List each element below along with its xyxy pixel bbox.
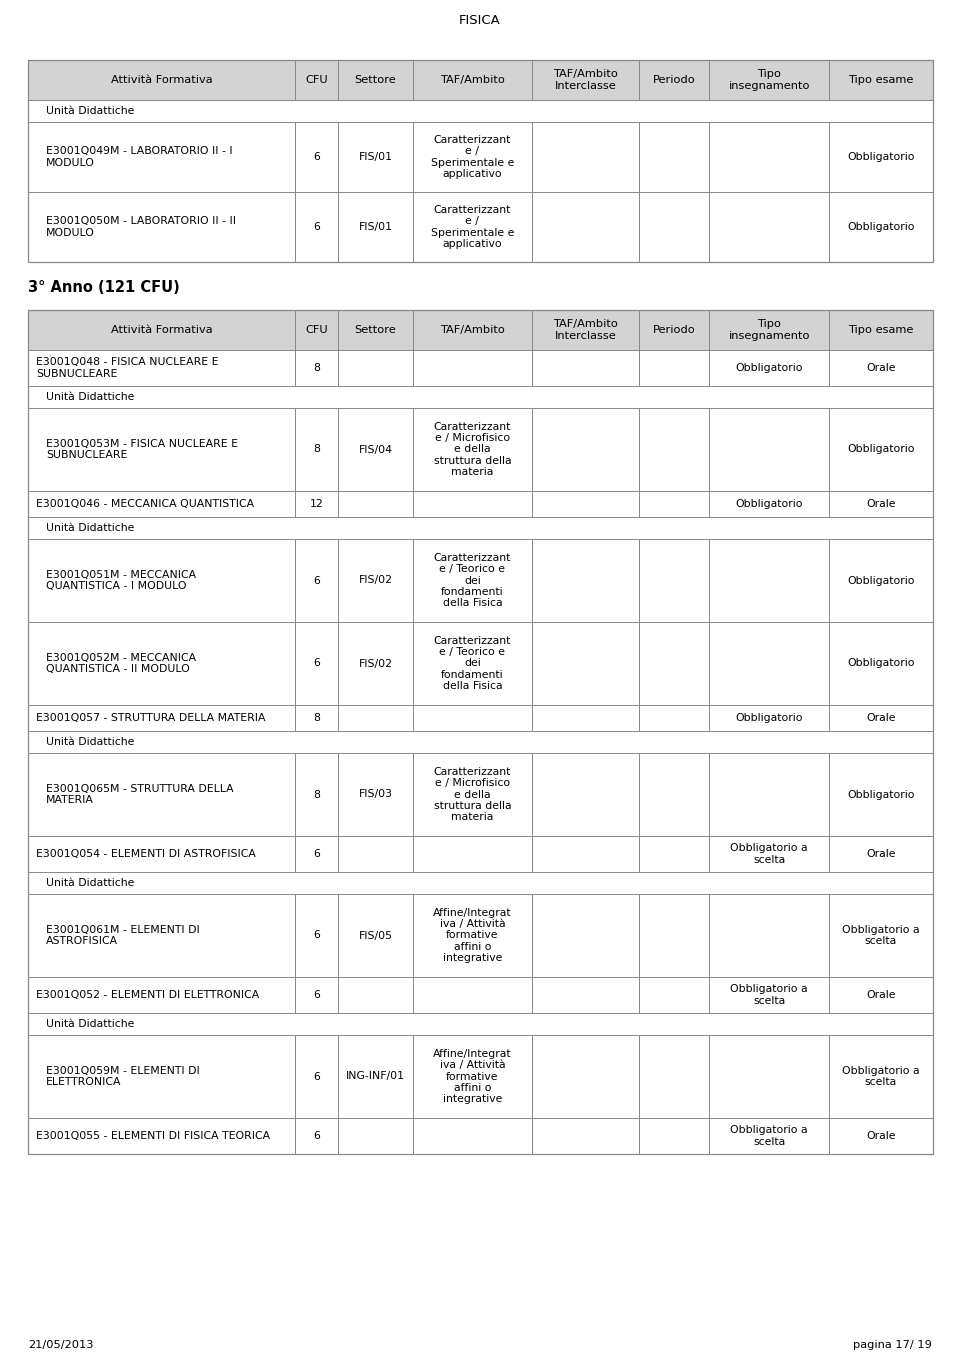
Text: E3001Q052M - MECCANICA
QUANTISTICA - II MODULO: E3001Q052M - MECCANICA QUANTISTICA - II … — [46, 653, 196, 674]
Text: Obbligatorio a
scelta: Obbligatorio a scelta — [731, 985, 808, 1005]
Text: E3001Q048 - FISICA NUCLEARE E
SUBNUCLEARE: E3001Q048 - FISICA NUCLEARE E SUBNUCLEAR… — [36, 357, 219, 379]
Text: Caratterizzant
e /
Sperimentale e
applicativo: Caratterizzant e / Sperimentale e applic… — [431, 205, 514, 248]
Text: E3001Q053M - FISICA NUCLEARE E
SUBNUCLEARE: E3001Q053M - FISICA NUCLEARE E SUBNUCLEA… — [46, 439, 238, 460]
Text: E3001Q051M - MECCANICA
QUANTISTICA - I MODULO: E3001Q051M - MECCANICA QUANTISTICA - I M… — [46, 570, 196, 591]
Text: E3001Q055 - ELEMENTI DI FISICA TEORICA: E3001Q055 - ELEMENTI DI FISICA TEORICA — [36, 1131, 270, 1142]
Text: FISICA: FISICA — [459, 14, 501, 27]
Bar — [28, 60, 933, 262]
Text: Orale: Orale — [866, 848, 896, 859]
Text: Obbligatorio: Obbligatorio — [848, 576, 915, 585]
Text: E3001Q054 - ELEMENTI DI ASTROFISICA: E3001Q054 - ELEMENTI DI ASTROFISICA — [36, 848, 256, 859]
Text: TAF/Ambito
Interclasse: TAF/Ambito Interclasse — [553, 70, 618, 91]
Text: FIS/05: FIS/05 — [358, 930, 393, 941]
Text: 6: 6 — [313, 151, 320, 162]
Text: Caratterizzant
e / Teorico e
dei
fondamenti
della Fisica: Caratterizzant e / Teorico e dei fondame… — [434, 636, 511, 692]
Text: Tipo
insegnamento: Tipo insegnamento — [729, 319, 810, 341]
Text: Orale: Orale — [866, 1131, 896, 1142]
Text: TAF/Ambito
Interclasse: TAF/Ambito Interclasse — [553, 319, 618, 341]
Text: 21/05/2013: 21/05/2013 — [28, 1339, 93, 1350]
Text: Attività Formativa: Attività Formativa — [110, 325, 212, 336]
Text: Settore: Settore — [354, 325, 396, 336]
Text: E3001Q061M - ELEMENTI DI
ASTROFISICA: E3001Q061M - ELEMENTI DI ASTROFISICA — [46, 925, 200, 947]
Text: ING-INF/01: ING-INF/01 — [346, 1072, 405, 1082]
Text: Settore: Settore — [354, 75, 396, 85]
Text: E3001Q065M - STRUTTURA DELLA
MATERIA: E3001Q065M - STRUTTURA DELLA MATERIA — [46, 784, 233, 805]
Text: Unità Didattiche: Unità Didattiche — [46, 737, 134, 747]
Text: E3001Q057 - STRUTTURA DELLA MATERIA: E3001Q057 - STRUTTURA DELLA MATERIA — [36, 713, 266, 723]
Text: Obbligatorio: Obbligatorio — [848, 659, 915, 668]
Text: Obbligatorio a
scelta: Obbligatorio a scelta — [842, 925, 920, 947]
Text: Unità Didattiche: Unità Didattiche — [46, 106, 134, 116]
Text: Unità Didattiche: Unità Didattiche — [46, 522, 134, 533]
Text: 6: 6 — [313, 930, 320, 941]
Text: 6: 6 — [313, 848, 320, 859]
Text: Obbligatorio: Obbligatorio — [848, 790, 915, 799]
Text: 6: 6 — [313, 1131, 320, 1142]
Text: Obbligatorio a
scelta: Obbligatorio a scelta — [731, 1125, 808, 1147]
Text: Tipo
insegnamento: Tipo insegnamento — [729, 70, 810, 91]
Text: Orale: Orale — [866, 713, 896, 723]
Text: FIS/02: FIS/02 — [358, 659, 393, 668]
Text: Unità Didattiche: Unità Didattiche — [46, 878, 134, 888]
Bar — [28, 310, 933, 351]
Text: Obbligatorio: Obbligatorio — [735, 499, 803, 509]
Text: Caratterizzant
e / Teorico e
dei
fondamenti
della Fisica: Caratterizzant e / Teorico e dei fondame… — [434, 552, 511, 608]
Text: Orale: Orale — [866, 990, 896, 1000]
Text: 8: 8 — [313, 790, 320, 799]
Text: FIS/04: FIS/04 — [358, 445, 393, 454]
Text: Orale: Orale — [866, 499, 896, 509]
Text: TAF/Ambito: TAF/Ambito — [440, 325, 505, 336]
Text: Affine/Integrat
iva / Attività
formative
affini o
integrative: Affine/Integrat iva / Attività formative… — [433, 908, 512, 963]
Text: FIS/03: FIS/03 — [358, 790, 393, 799]
Text: 6: 6 — [313, 990, 320, 1000]
Text: 8: 8 — [313, 363, 320, 372]
Text: TAF/Ambito: TAF/Ambito — [440, 75, 505, 85]
Text: 3° Anno (121 CFU): 3° Anno (121 CFU) — [28, 280, 180, 295]
Text: Attività Formativa: Attività Formativa — [110, 75, 212, 85]
Text: Periodo: Periodo — [653, 75, 696, 85]
Text: Unità Didattiche: Unità Didattiche — [46, 1019, 134, 1028]
Text: CFU: CFU — [305, 75, 328, 85]
Text: pagina 17/ 19: pagina 17/ 19 — [853, 1339, 932, 1350]
Text: E3001Q046 - MECCANICA QUANTISTICA: E3001Q046 - MECCANICA QUANTISTICA — [36, 499, 254, 509]
Text: Caratterizzant
e /
Sperimentale e
applicativo: Caratterizzant e / Sperimentale e applic… — [431, 135, 514, 179]
Text: Caratterizzant
e / Microfisico
e della
struttura della
materia: Caratterizzant e / Microfisico e della s… — [434, 767, 511, 822]
Text: Tipo esame: Tipo esame — [849, 325, 914, 336]
Text: Tipo esame: Tipo esame — [849, 75, 914, 85]
Text: 6: 6 — [313, 659, 320, 668]
Bar — [28, 60, 933, 100]
Text: Affine/Integrat
iva / Attività
formative
affini o
integrative: Affine/Integrat iva / Attività formative… — [433, 1049, 512, 1103]
Text: Caratterizzant
e / Microfisico
e della
struttura della
materia: Caratterizzant e / Microfisico e della s… — [434, 421, 511, 477]
Text: Obbligatorio: Obbligatorio — [848, 151, 915, 162]
Text: E3001Q052 - ELEMENTI DI ELETTRONICA: E3001Q052 - ELEMENTI DI ELETTRONICA — [36, 990, 259, 1000]
Text: FIS/02: FIS/02 — [358, 576, 393, 585]
Bar — [28, 310, 933, 1154]
Text: Orale: Orale — [866, 363, 896, 372]
Text: E3001Q049M - LABORATORIO II - I
MODULO: E3001Q049M - LABORATORIO II - I MODULO — [46, 146, 232, 168]
Text: Unità Didattiche: Unità Didattiche — [46, 391, 134, 402]
Text: Periodo: Periodo — [653, 325, 696, 336]
Text: 12: 12 — [310, 499, 324, 509]
Text: E3001Q059M - ELEMENTI DI
ELETTRONICA: E3001Q059M - ELEMENTI DI ELETTRONICA — [46, 1065, 200, 1087]
Text: Obbligatorio: Obbligatorio — [735, 363, 803, 372]
Text: Obbligatorio a
scelta: Obbligatorio a scelta — [842, 1065, 920, 1087]
Text: Obbligatorio: Obbligatorio — [848, 445, 915, 454]
Text: Obbligatorio: Obbligatorio — [735, 713, 803, 723]
Text: FIS/01: FIS/01 — [358, 151, 393, 162]
Text: Obbligatorio: Obbligatorio — [848, 222, 915, 232]
Text: E3001Q050M - LABORATORIO II - II
MODULO: E3001Q050M - LABORATORIO II - II MODULO — [46, 217, 236, 237]
Text: 8: 8 — [313, 713, 320, 723]
Text: 6: 6 — [313, 222, 320, 232]
Text: 6: 6 — [313, 576, 320, 585]
Text: 6: 6 — [313, 1072, 320, 1082]
Text: 8: 8 — [313, 445, 320, 454]
Text: FIS/01: FIS/01 — [358, 222, 393, 232]
Text: Obbligatorio a
scelta: Obbligatorio a scelta — [731, 843, 808, 865]
Text: CFU: CFU — [305, 325, 328, 336]
